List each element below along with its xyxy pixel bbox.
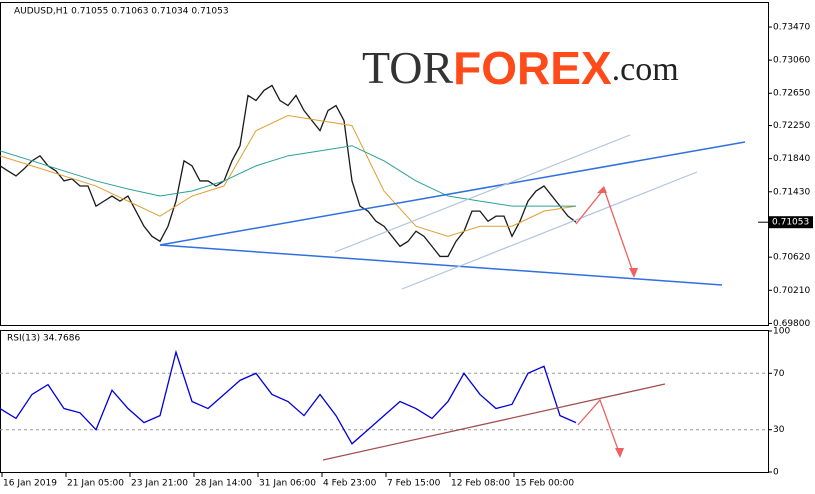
y-tick-label: 100 — [773, 327, 790, 337]
rsi-trend-line — [322, 383, 666, 461]
channel-line — [334, 134, 631, 253]
x-tick-label: 4 Feb 23:00 — [323, 479, 377, 489]
rsi-title: RSI(13) 34.7686 — [7, 334, 80, 344]
y-tick-label: 0 — [773, 468, 779, 478]
x-tick-label: 15 Feb 00:00 — [515, 479, 574, 489]
arrow-head — [597, 186, 607, 193]
series-line — [0, 84, 577, 258]
y-tick-label: 0.70210 — [773, 286, 810, 296]
plot: 0.73470 0.73060 0.72650 0.72250 0.71840 0.714… — [0, 23, 813, 489]
annotations — [159, 134, 746, 461]
series-line — [0, 115, 577, 237]
x-tick-label: 21 Jan 05:00 — [67, 479, 124, 489]
x-tick-label: 31 Jan 06:00 — [259, 479, 316, 489]
current-price-label: 0.71053 — [772, 218, 809, 228]
y-tick-label: 0.69800 — [773, 319, 810, 329]
y-tick-label: 30 — [773, 425, 785, 435]
y-tick-label: 0.71430 — [773, 187, 810, 197]
wm-suffix: .com — [612, 51, 679, 88]
x-tick-label: 28 Jan 14:00 — [195, 479, 252, 489]
arrow-head — [629, 268, 638, 278]
y-tick-label: 0.72250 — [773, 121, 810, 131]
wm-prefix: TOR — [362, 42, 453, 93]
price-panel — [0, 2, 769, 326]
y-tick-label: 0.70620 — [773, 253, 810, 263]
rsi-panel — [0, 330, 769, 473]
x-tick-label: 12 Feb 08:00 — [451, 479, 510, 489]
rsi-forecast-arrow — [577, 398, 621, 456]
y-tick-label: 0.73470 — [773, 23, 810, 33]
current-price-box — [769, 216, 813, 229]
chart-header: AUDUSD,H1 0.71055 0.71063 0.71034 0.7105… — [14, 7, 229, 17]
y-tick-label: 0.73060 — [773, 56, 810, 66]
watermark: TORFOREX.com — [362, 42, 679, 95]
x-tick-label: 23 Jan 21:00 — [131, 479, 188, 489]
x-tick-label: 7 Feb 15:00 — [387, 479, 441, 489]
trend-line — [159, 244, 723, 286]
y-tick-label: 70 — [773, 369, 785, 379]
wm-brand: FOREX — [453, 42, 612, 94]
series-line — [0, 349, 577, 445]
y-tick-label: 0.72650 — [773, 89, 810, 99]
y-tick-label: 0.71840 — [773, 154, 810, 164]
channel-line — [401, 171, 698, 290]
trend-line — [159, 141, 746, 246]
x-tick-label: 16 Jan 2019 — [3, 479, 57, 489]
arrow-head — [615, 448, 624, 458]
series-line — [0, 145, 576, 207]
